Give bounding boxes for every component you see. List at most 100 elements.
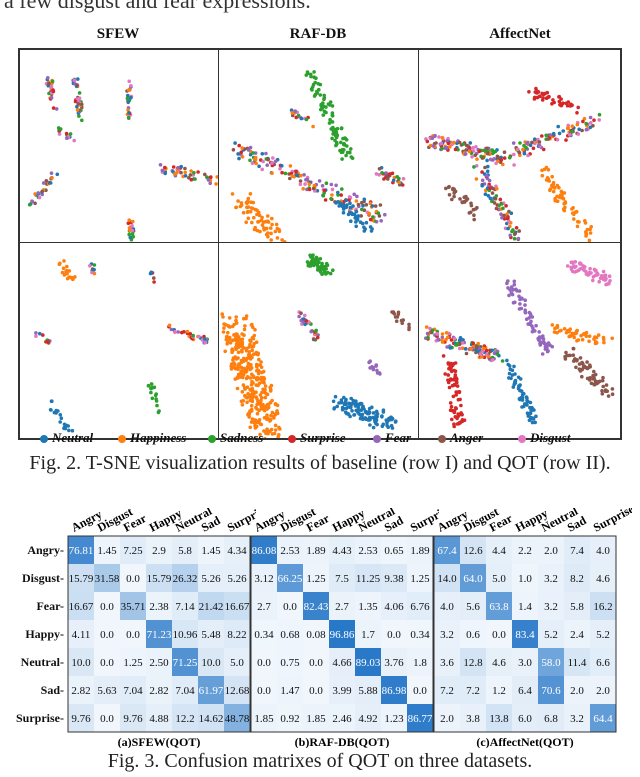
tsne-point xyxy=(586,273,590,277)
tsne-point xyxy=(531,146,536,151)
tsne-point xyxy=(448,346,453,350)
matrix-cell xyxy=(94,564,120,592)
tsne-point xyxy=(127,226,132,230)
tsne-point xyxy=(237,156,241,161)
tsne-point xyxy=(44,179,49,183)
tsne-point xyxy=(251,151,255,155)
confusion-matrix-rafdb: Angry Disgust Fear Happy Neutral Sad Surprise 8… xyxy=(249,501,454,753)
matrix-cell xyxy=(329,676,355,704)
tsne-point xyxy=(355,194,359,199)
tsne-point xyxy=(153,393,158,398)
tsne-point xyxy=(290,111,295,115)
tsne-point xyxy=(252,420,256,425)
tsne-point xyxy=(462,200,466,204)
tsne-point xyxy=(333,128,338,133)
matrix-value: 2.0 xyxy=(440,713,454,725)
tsne-point xyxy=(280,164,284,168)
matrix-value: 82.43 xyxy=(304,601,329,613)
matrix-cell xyxy=(172,620,198,648)
matrix-value: 0.0 xyxy=(309,657,323,669)
tsne-point xyxy=(273,402,278,407)
matrix-cell xyxy=(486,592,512,620)
tsne-point xyxy=(523,310,527,314)
matrix-cell xyxy=(146,592,172,620)
tsne-point xyxy=(526,153,530,158)
tsne-point xyxy=(458,336,463,340)
matrix-cell xyxy=(68,620,94,648)
tsne-point xyxy=(390,426,395,430)
tsne-point xyxy=(62,425,67,430)
tsne-point xyxy=(512,236,517,241)
tsne-point xyxy=(448,145,452,149)
tsne-point xyxy=(394,319,399,323)
tsne-point xyxy=(234,338,239,343)
tsne-point xyxy=(270,410,275,415)
tsne-point xyxy=(562,327,567,331)
tsne-point xyxy=(155,403,159,408)
tsne-point xyxy=(407,325,411,330)
tsne-point xyxy=(496,155,500,160)
matrix-cell xyxy=(329,536,355,564)
tsne-point xyxy=(377,173,381,177)
tsne-point xyxy=(513,231,517,236)
tsne-point xyxy=(588,266,592,271)
tsne-point xyxy=(527,316,531,320)
tsne-point xyxy=(234,315,238,319)
matrix-cell xyxy=(303,536,329,564)
tsne-point xyxy=(232,333,237,337)
matrix-cell xyxy=(94,592,120,620)
tsne-point xyxy=(171,165,176,169)
tsne-point xyxy=(575,339,579,343)
tsne-point xyxy=(228,325,232,329)
tsne-point xyxy=(241,210,246,215)
matrix-label: (a)SFEW(QOT) xyxy=(118,735,201,748)
tsne-point xyxy=(565,328,570,333)
matrix-cell xyxy=(198,676,224,704)
matrix-cell xyxy=(120,536,146,564)
tsne-point xyxy=(474,177,479,181)
tsne-point xyxy=(77,91,82,95)
tsne-point xyxy=(387,418,392,422)
legend-swatch xyxy=(518,435,526,444)
tsne-point xyxy=(485,149,490,153)
matrix-value: 1.23 xyxy=(384,713,404,725)
tsne-point xyxy=(310,88,314,92)
tsne-point xyxy=(255,411,260,416)
tsne-point xyxy=(482,355,487,360)
matrix-cell xyxy=(486,648,512,676)
matrix-cell xyxy=(303,620,329,648)
matrix-value: 5.26 xyxy=(227,573,247,585)
tsne-point xyxy=(607,274,612,278)
matrix-value: 3.2 xyxy=(544,601,558,613)
tsne-point xyxy=(601,337,606,342)
matrix-value: 16.2 xyxy=(593,601,612,613)
tsne-point xyxy=(296,113,301,118)
legend-label: Fear xyxy=(385,430,411,445)
tsne-point xyxy=(301,317,306,321)
matrix-value: 7.25 xyxy=(123,545,143,557)
matrix-value: 4.34 xyxy=(227,545,247,557)
tsne-point xyxy=(131,219,135,224)
matrix-value: 0.0 xyxy=(257,685,271,697)
tsne-point xyxy=(187,176,191,180)
tsne-point xyxy=(597,118,601,122)
tsne-point xyxy=(527,310,532,315)
tsne-point xyxy=(380,171,384,175)
tsne-point xyxy=(356,202,361,207)
tsne-point xyxy=(149,382,154,386)
tsne-point xyxy=(252,227,257,232)
tsne-point xyxy=(58,413,63,417)
tsne-point xyxy=(459,403,463,408)
tsne-point xyxy=(152,280,156,284)
matrix-cell xyxy=(460,676,486,704)
tsne-point xyxy=(461,338,465,342)
matrix-cell xyxy=(407,536,433,564)
tsne-point xyxy=(523,303,527,307)
tsne-point xyxy=(562,191,567,195)
matrix-cell xyxy=(407,704,433,732)
tsne-point xyxy=(463,152,468,156)
tsne-point xyxy=(304,117,309,122)
tsne-point xyxy=(436,337,440,341)
matrix-value: 0.68 xyxy=(280,629,300,641)
tsne-point xyxy=(504,204,508,208)
